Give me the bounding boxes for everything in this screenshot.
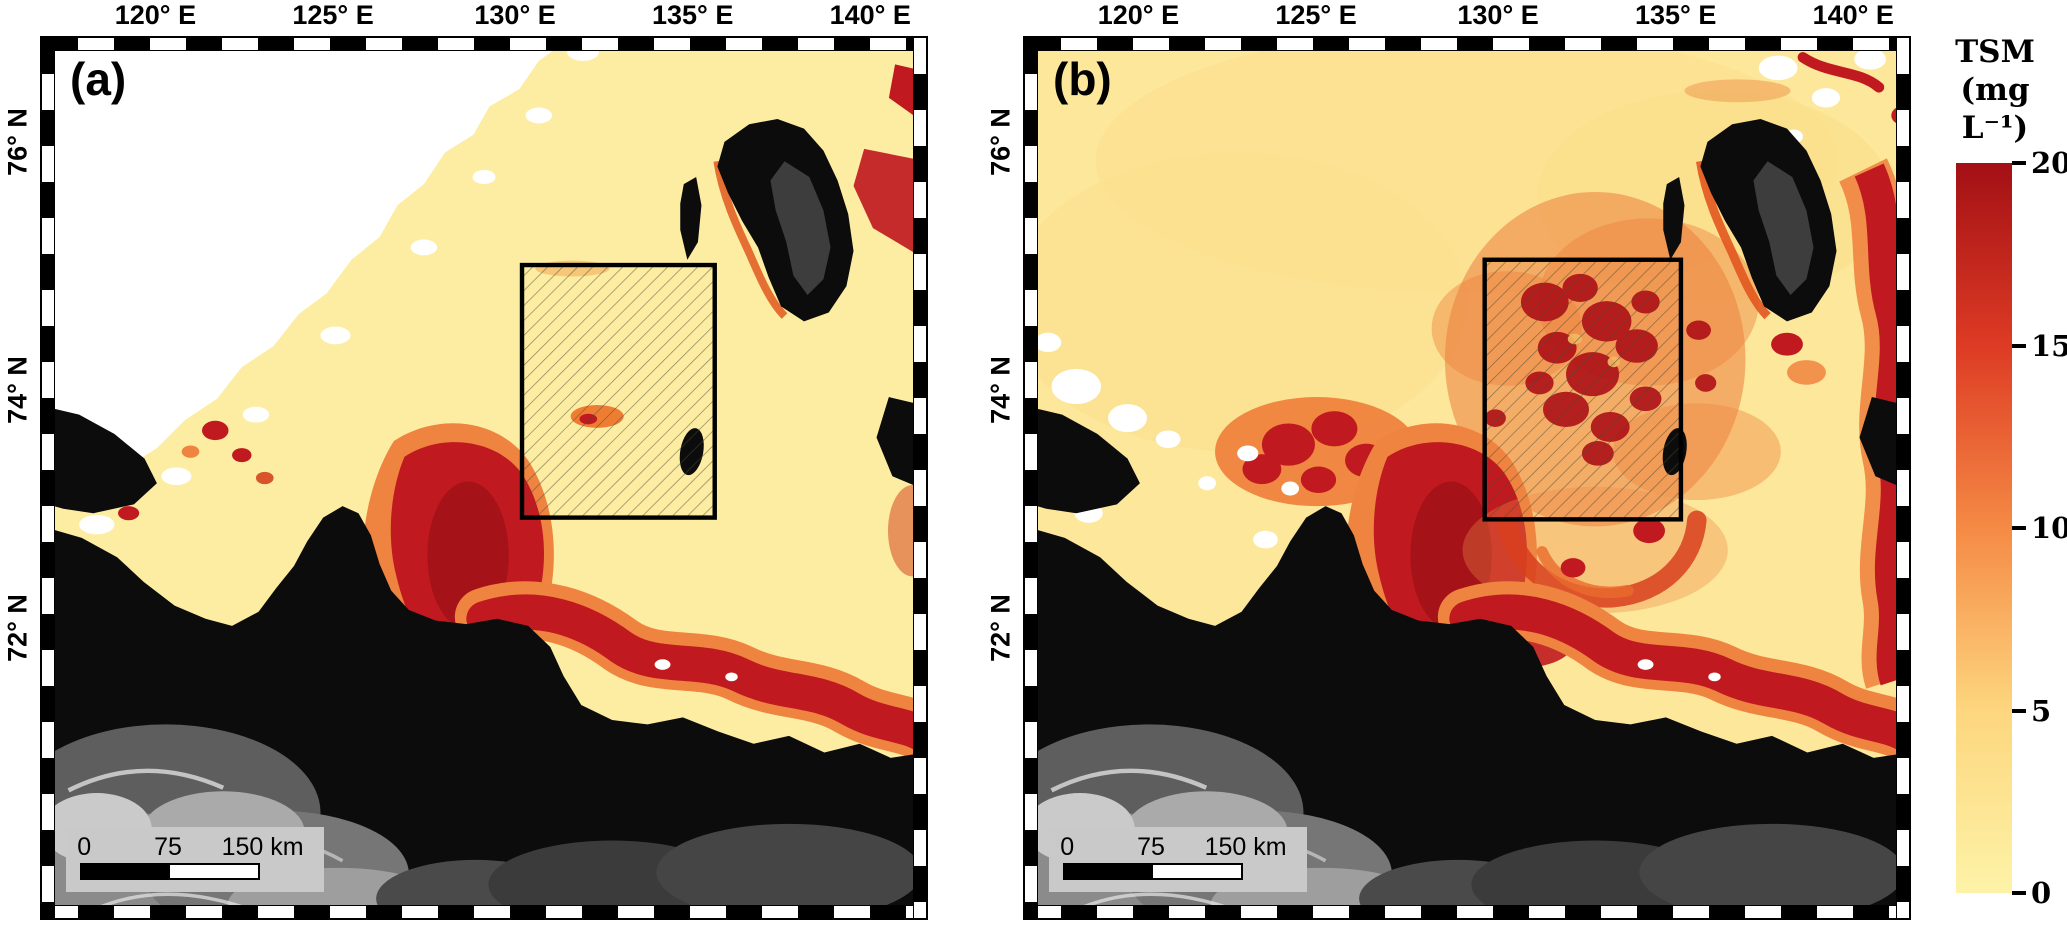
- neatline-top: [1025, 38, 1909, 51]
- tick-mark: [2012, 891, 2026, 896]
- neatline-top: [42, 38, 926, 51]
- tick-label: 10: [2031, 511, 2067, 546]
- lon-tick-label: 130° E: [1457, 0, 1539, 30]
- colorbar-tick: 5: [2012, 694, 2051, 728]
- colorbar-units: (mg L⁻¹): [1960, 71, 2030, 146]
- lon-tick-label: 135° E: [651, 0, 734, 30]
- scale-bar: 0 75 150 km: [66, 827, 324, 892]
- lon-tick-label: 125° E: [292, 0, 374, 30]
- scale-mid-label: 75: [154, 833, 182, 861]
- tick-label: 5: [2031, 693, 2052, 728]
- map-frame: (b) 0 75 150 km: [1023, 36, 1911, 920]
- tick-label: 20: [2031, 146, 2067, 181]
- lon-tick-label: 140° E: [1812, 0, 1894, 30]
- colorbar: TSM (mg L⁻¹) 20 15 10 5 0: [1926, 34, 2067, 910]
- lon-tick-label: 125° E: [1275, 0, 1357, 30]
- tick-label: 15: [2031, 328, 2067, 363]
- colorbar-title: TSM: [1955, 34, 2035, 70]
- study-area-box: [1482, 257, 1684, 522]
- scale-end-label: 150 km: [1204, 833, 1287, 861]
- lat-tick-label: 72° N: [2, 594, 33, 663]
- scale-bar-rule: [80, 863, 260, 880]
- scale-start-label: 0: [1060, 833, 1075, 861]
- panel-label: (b): [1053, 53, 1112, 105]
- neatline-right: [913, 38, 926, 918]
- tick-mark: [2012, 343, 2026, 348]
- map-panel-a: 120° E 125° E 130° E 135° E 140° E 76° N…: [3, 0, 928, 920]
- neatline-left: [1025, 38, 1038, 918]
- scale-start-label: 0: [77, 833, 92, 861]
- colorbar-tick: 15: [2012, 329, 2067, 363]
- lat-tick-label: 74° N: [2, 355, 33, 424]
- tick-mark: [2012, 161, 2026, 166]
- study-area-box: [519, 262, 717, 520]
- lon-tick-label: 130° E: [474, 0, 556, 30]
- tick-mark: [2012, 526, 2026, 531]
- scale-end-label: 150 km: [221, 833, 304, 861]
- panel-label: (a): [70, 53, 127, 105]
- colorbar-tick: 20: [2012, 146, 2067, 180]
- tsm-map-image-b: [1025, 38, 1909, 918]
- lon-tick-label: 120° E: [114, 0, 197, 30]
- scale-bar: 0 75 150 km: [1049, 827, 1307, 892]
- tick-label: 0: [2031, 876, 2052, 911]
- lon-tick-label: 140° E: [829, 0, 911, 30]
- neatline-right: [1896, 38, 1909, 918]
- neatline-bottom: [42, 905, 926, 918]
- colorbar-tick: 10: [2012, 511, 2067, 545]
- neatline-bottom: [1025, 905, 1909, 918]
- scale-mid-label: 75: [1137, 833, 1165, 861]
- lat-tick-label: 74° N: [985, 355, 1016, 424]
- lat-tick-label: 72° N: [985, 594, 1016, 663]
- lon-tick-label: 120° E: [1097, 0, 1180, 30]
- tick-mark: [2012, 708, 2026, 713]
- lon-tick-label: 135° E: [1634, 0, 1717, 30]
- map-panel-b: 120° E 125° E 130° E 135° E 140° E 76° N…: [986, 0, 1911, 920]
- lat-tick-label: 76° N: [985, 108, 1016, 176]
- colorbar-gradient: [1956, 163, 2012, 894]
- neatline-left: [42, 38, 55, 918]
- map-frame: (a) 0 75 150 km: [40, 36, 928, 920]
- scale-bar-rule: [1063, 863, 1243, 880]
- tsm-map-image-a: [42, 38, 926, 918]
- colorbar-tick: 0: [2012, 876, 2051, 910]
- lat-tick-label: 76° N: [2, 108, 33, 176]
